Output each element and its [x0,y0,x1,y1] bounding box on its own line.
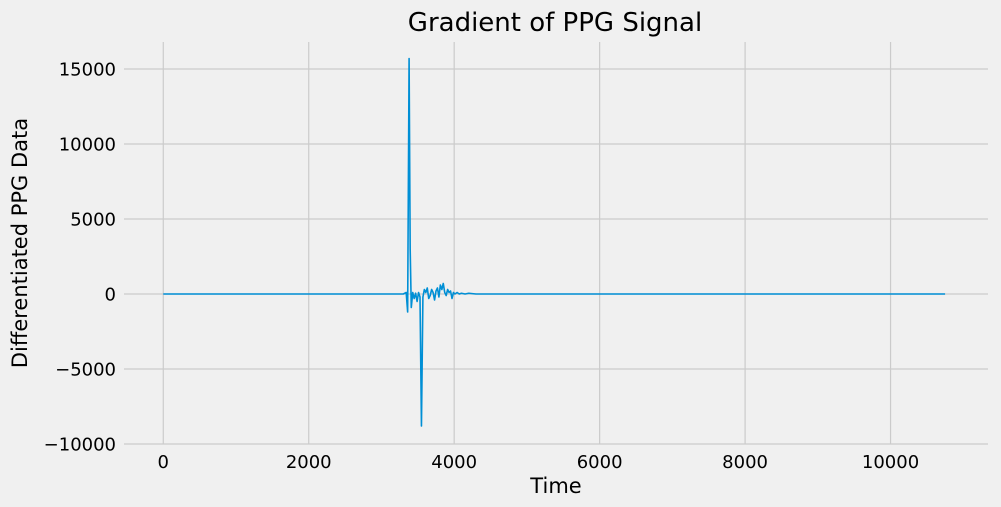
chart-title: Gradient of PPG Signal [408,8,702,38]
plot-area [163,57,946,427]
x-tick-label: 2000 [286,452,332,473]
x-tick-label: 8000 [722,452,768,473]
y-tick-label: −10000 [44,435,116,456]
series-line [163,57,946,427]
y-tick-label: 5000 [70,210,116,231]
x-axis-label: Time [529,474,581,498]
y-tick-label: 10000 [59,135,116,156]
x-tick-label: 6000 [577,452,623,473]
x-tick-label: 4000 [431,452,477,473]
y-tick-label: 0 [105,285,116,306]
x-tick-label: 0 [158,452,169,473]
y-tick-label: −5000 [55,360,116,381]
tick-labels: 0 2000 4000 6000 8000 10000 −10000 −5000 0 5000 10… [44,60,920,474]
y-axis-label: Differentiated PPG Data [8,118,32,368]
x-tick-label: 10000 [862,452,919,473]
y-tick-label: 15000 [59,60,116,81]
